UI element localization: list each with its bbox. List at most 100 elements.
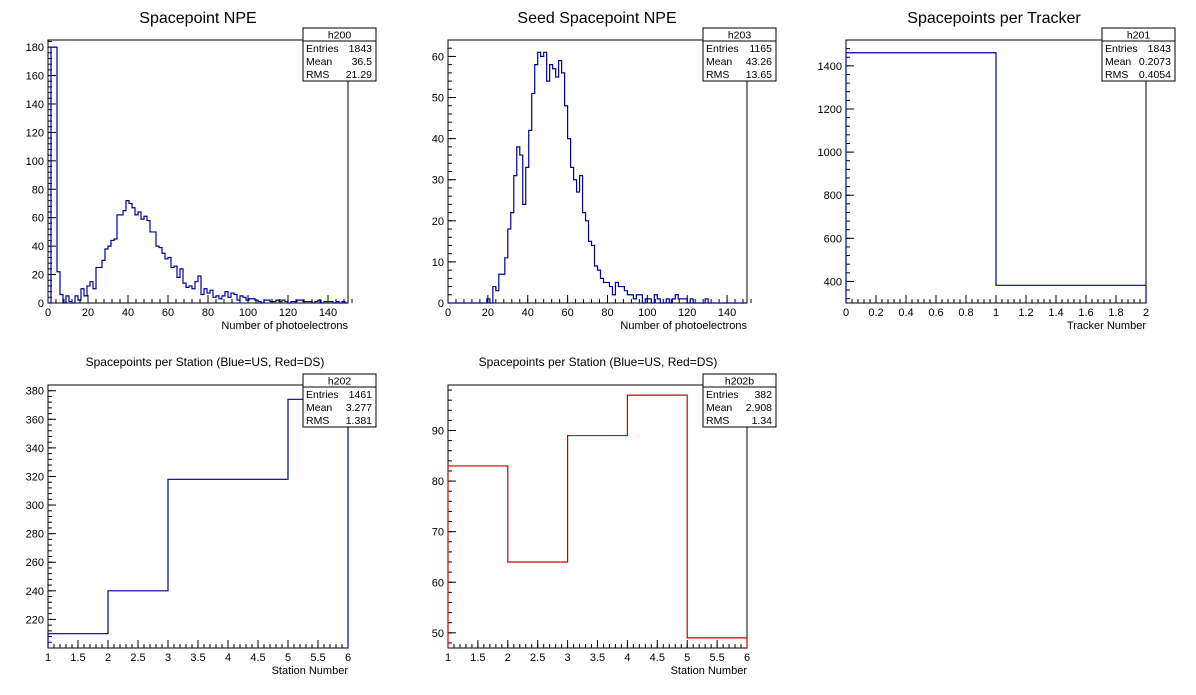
- stats-label: RMS: [306, 415, 329, 427]
- x-tick-label: 2: [505, 652, 511, 664]
- x-tick-label: 4: [225, 652, 231, 664]
- stats-label: RMS: [1105, 69, 1128, 81]
- x-tick-label: 100: [638, 307, 656, 319]
- stats-name: h200: [328, 30, 352, 42]
- x-tick-label: 5: [684, 652, 690, 664]
- stats-value: 1461: [349, 389, 373, 401]
- x-tick-label: 2.5: [130, 652, 145, 664]
- stats-label: RMS: [706, 69, 729, 81]
- x-tick-label: 0: [843, 307, 849, 319]
- y-tick-label: 10: [432, 257, 444, 269]
- y-tick-label: 40: [32, 241, 44, 253]
- x-tick-label: 0: [445, 307, 451, 319]
- x-tick-label: 2: [105, 652, 111, 664]
- x-tick-label: 3.5: [190, 652, 205, 664]
- stats-value: 0.4054: [1139, 69, 1171, 81]
- y-tick-label: 0: [38, 298, 44, 310]
- y-tick-label: 60: [432, 577, 444, 589]
- plot-h202: Spacepoints per Station (Blue=US, Red=DS…: [26, 355, 377, 677]
- stats-label: Mean: [306, 56, 332, 68]
- y-tick-label: 90: [432, 426, 444, 438]
- stats-box-frame: [302, 373, 377, 428]
- x-tick-label: 2.5: [530, 652, 545, 664]
- y-tick-label: 260: [26, 557, 44, 569]
- y-tick-label: 1400: [818, 61, 842, 73]
- histogram-series-line: [448, 51, 747, 304]
- plot-frame: [447, 39, 748, 304]
- y-tick-label: 280: [26, 529, 44, 541]
- x-tick-label: 1: [993, 307, 999, 319]
- stats-label: RMS: [706, 415, 729, 427]
- x-tick-label: 0.6: [928, 307, 943, 319]
- x-tick-label: 120: [678, 307, 696, 319]
- y-tick-label: 80: [432, 476, 444, 488]
- x-tick-label: 1.5: [470, 652, 485, 664]
- x-tick-label: 4.5: [650, 652, 665, 664]
- x-tick-label: 6: [744, 652, 750, 664]
- stats-label: Mean: [706, 56, 732, 68]
- stats-name: h201: [1127, 30, 1151, 42]
- stats-label: Entries: [306, 389, 339, 401]
- histogram-series-line: [447, 394, 748, 648]
- histogram-series-line: [48, 46, 348, 304]
- y-tick-label: 340: [26, 443, 44, 455]
- x-tick-label: 1.2: [1018, 307, 1033, 319]
- y-tick-label: 100: [26, 156, 44, 168]
- x-tick-label: 0: [45, 307, 51, 319]
- y-tick-label: 140: [26, 99, 44, 111]
- y-tick-label: 60: [32, 213, 44, 225]
- histogram-series-line: [845, 52, 1147, 303]
- y-tick-label: 40: [432, 134, 444, 146]
- stats-value: 2.908: [746, 402, 772, 414]
- x-axis-label: Station Number: [272, 665, 349, 677]
- stats-value: 1165: [749, 43, 772, 55]
- stats-box-frame: [1101, 27, 1176, 82]
- stats-value: 1.381: [346, 415, 372, 427]
- y-tick-label: 1200: [818, 104, 842, 116]
- x-tick-label: 80: [202, 307, 214, 319]
- x-tick-label: 3: [165, 652, 171, 664]
- y-tick-label: 0: [438, 298, 444, 310]
- x-axis-label: Number of photoelectrons: [620, 320, 747, 332]
- y-tick-label: 300: [26, 500, 44, 512]
- stats-value: 1843: [1148, 43, 1172, 55]
- x-tick-label: 80: [601, 307, 613, 319]
- stats-name: h202: [328, 376, 352, 388]
- x-tick-label: 20: [82, 307, 94, 319]
- x-tick-label: 1.5: [70, 652, 85, 664]
- stats-label: Mean: [706, 402, 732, 414]
- x-tick-label: 5: [285, 652, 291, 664]
- stats-name: h202b: [725, 376, 754, 388]
- x-tick-label: 5.5: [709, 652, 724, 664]
- plot-title: Spacepoint NPE: [139, 10, 256, 27]
- x-tick-label: 5.5: [310, 652, 325, 664]
- stats-value: 43.26: [746, 56, 772, 68]
- stats-value: 1.34: [752, 415, 773, 427]
- y-tick-label: 600: [824, 233, 842, 245]
- stats-label: Entries: [1105, 43, 1138, 55]
- y-tick-label: 30: [432, 175, 444, 187]
- y-tick-label: 320: [26, 471, 44, 483]
- y-tick-label: 120: [26, 127, 44, 139]
- y-tick-label: 80: [32, 184, 44, 196]
- x-tick-label: 120: [279, 307, 297, 319]
- plot-h200: Spacepoint NPE 0 20 40 60 80 100 120 140 0 20 40 60 8…: [26, 10, 377, 332]
- stats-value: 3.277: [346, 402, 372, 414]
- y-tick-label: 800: [824, 190, 842, 202]
- x-tick-label: 3: [565, 652, 571, 664]
- y-tick-label: 220: [26, 614, 44, 626]
- x-tick-label: 60: [561, 307, 573, 319]
- stats-label: Entries: [306, 43, 339, 55]
- stats-value: 382: [754, 389, 772, 401]
- stats-label: RMS: [306, 69, 329, 81]
- x-tick-label: 4: [624, 652, 630, 664]
- stats-box-frame: [302, 27, 377, 82]
- x-tick-label: 1: [445, 652, 451, 664]
- y-tick-label: 50: [432, 628, 444, 640]
